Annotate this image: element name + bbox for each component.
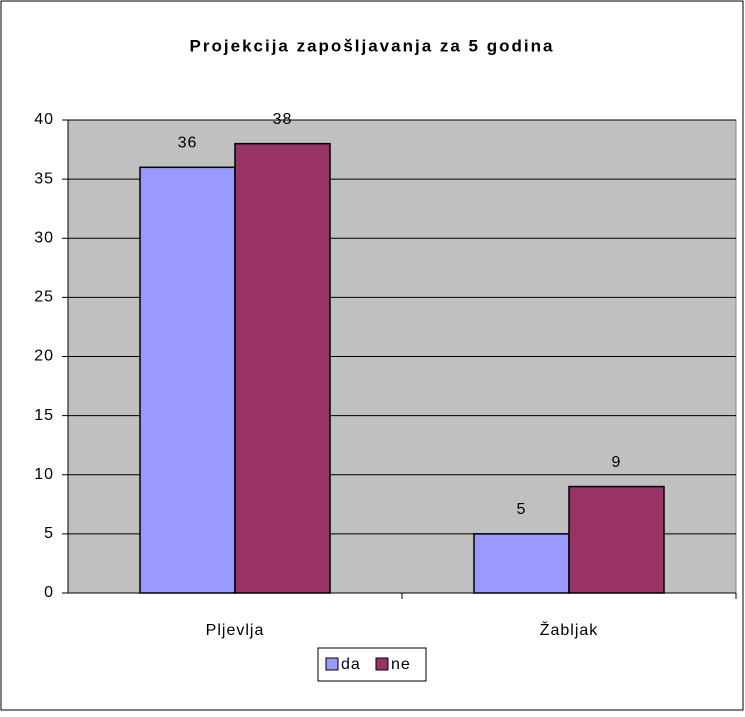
y-tick-label: 15: [34, 407, 54, 424]
bar: [139, 166, 236, 594]
data-label: 38: [273, 111, 293, 128]
data-label: 36: [178, 135, 198, 152]
bar: [473, 533, 570, 594]
chart-title: Projekcija zapošljavanja za 5 godina: [190, 36, 555, 55]
bar: [234, 142, 331, 594]
y-tick-label: 25: [34, 289, 54, 306]
data-label: 5: [517, 501, 527, 518]
bar: [568, 485, 665, 594]
legend-swatch: [325, 657, 339, 671]
x-tick-label: Pljevlja: [206, 622, 265, 639]
y-tick-label: 35: [34, 170, 54, 187]
data-label: 9: [612, 454, 622, 471]
y-tick-label: 20: [34, 348, 54, 365]
legend-label: da: [341, 656, 361, 673]
legend-label: ne: [391, 656, 411, 673]
y-tick-label: 0: [44, 584, 54, 601]
y-tick-label: 30: [34, 229, 54, 246]
y-tick-label: 10: [34, 466, 54, 483]
x-tick-label: Žabljak: [540, 620, 599, 639]
y-tick-label: 40: [34, 111, 54, 128]
y-tick-label: 5: [44, 525, 54, 542]
legend-swatch: [375, 657, 389, 671]
